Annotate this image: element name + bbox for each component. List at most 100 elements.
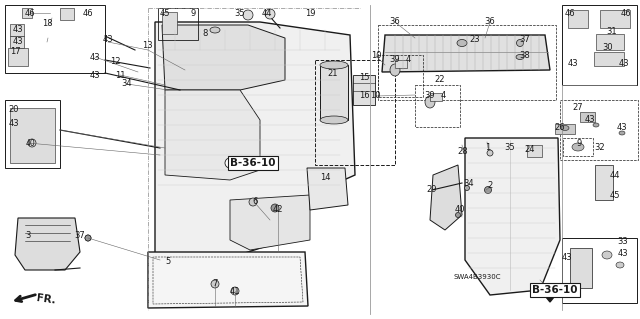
Ellipse shape <box>561 125 569 130</box>
Text: 31: 31 <box>607 27 618 36</box>
Text: 39: 39 <box>390 56 400 64</box>
Text: 27: 27 <box>573 102 583 112</box>
Text: 45: 45 <box>610 190 620 199</box>
Text: 37: 37 <box>520 35 531 44</box>
Text: 11: 11 <box>115 70 125 79</box>
Bar <box>580 112 595 122</box>
Bar <box>378 55 423 97</box>
Bar <box>158 8 198 40</box>
Text: 43: 43 <box>90 53 100 62</box>
Text: 17: 17 <box>10 48 20 56</box>
Bar <box>22 8 32 18</box>
Bar <box>353 75 375 105</box>
Text: 12: 12 <box>109 57 120 66</box>
Text: SWA4B3930C: SWA4B3930C <box>453 274 500 280</box>
Ellipse shape <box>487 150 493 156</box>
Text: 28: 28 <box>458 146 468 155</box>
Ellipse shape <box>484 187 492 194</box>
Text: 23: 23 <box>470 35 480 44</box>
Polygon shape <box>148 252 308 308</box>
Text: 15: 15 <box>359 73 369 83</box>
Bar <box>60 8 74 20</box>
Text: 14: 14 <box>320 174 330 182</box>
Text: 43: 43 <box>617 123 627 132</box>
Bar <box>5 5 105 73</box>
Text: 25: 25 <box>543 286 553 294</box>
Ellipse shape <box>616 262 624 268</box>
Text: 34: 34 <box>122 79 132 88</box>
Polygon shape <box>430 165 462 230</box>
Text: FR.: FR. <box>36 293 56 305</box>
Bar <box>320 65 348 120</box>
Text: 13: 13 <box>141 41 152 49</box>
Polygon shape <box>162 25 285 90</box>
Ellipse shape <box>572 143 584 151</box>
Text: 32: 32 <box>595 144 605 152</box>
Text: 6: 6 <box>252 197 258 205</box>
Ellipse shape <box>425 96 435 108</box>
Bar <box>162 12 177 34</box>
Polygon shape <box>307 168 348 210</box>
Text: 45: 45 <box>160 9 170 18</box>
Circle shape <box>271 204 279 212</box>
Text: 46: 46 <box>621 9 631 18</box>
Circle shape <box>265 9 275 19</box>
Ellipse shape <box>602 251 612 259</box>
Text: 44: 44 <box>610 170 620 180</box>
Bar <box>8 48 28 66</box>
Ellipse shape <box>465 186 470 190</box>
Bar <box>595 165 613 200</box>
Ellipse shape <box>390 64 400 76</box>
Bar <box>5 100 60 168</box>
Text: 36: 36 <box>484 18 495 26</box>
Ellipse shape <box>593 123 599 127</box>
Text: B-36-10: B-36-10 <box>230 158 276 168</box>
Text: 29: 29 <box>427 186 437 195</box>
Text: 39: 39 <box>425 91 435 100</box>
Bar <box>562 5 637 85</box>
Text: 4: 4 <box>405 56 411 64</box>
Text: 21: 21 <box>328 69 339 78</box>
Text: 46: 46 <box>83 9 93 18</box>
Text: 1: 1 <box>485 144 491 152</box>
Bar <box>563 138 593 156</box>
Ellipse shape <box>320 116 348 124</box>
Bar <box>600 10 630 28</box>
Polygon shape <box>15 218 80 270</box>
Ellipse shape <box>619 131 625 135</box>
Text: 46: 46 <box>25 9 35 18</box>
Circle shape <box>231 287 239 295</box>
Text: 3: 3 <box>26 231 31 240</box>
Text: 40: 40 <box>455 205 465 214</box>
Bar <box>594 52 624 66</box>
Polygon shape <box>230 195 310 250</box>
Text: 43: 43 <box>562 254 572 263</box>
Text: 7: 7 <box>212 279 218 288</box>
Text: 20: 20 <box>9 106 19 115</box>
Circle shape <box>85 235 91 241</box>
Text: 33: 33 <box>618 238 628 247</box>
Text: 5: 5 <box>165 257 171 266</box>
Text: 42: 42 <box>273 204 284 213</box>
Text: 36: 36 <box>390 18 401 26</box>
Text: 43: 43 <box>13 38 23 47</box>
Bar <box>415 85 460 127</box>
Bar <box>568 10 588 28</box>
Text: 9: 9 <box>577 138 582 147</box>
Text: 43: 43 <box>568 58 579 68</box>
Text: 40: 40 <box>25 138 35 147</box>
Text: 43: 43 <box>13 26 23 34</box>
Text: 19: 19 <box>305 9 316 18</box>
Ellipse shape <box>320 61 348 69</box>
Text: 24: 24 <box>525 145 535 154</box>
Text: 38: 38 <box>520 50 531 60</box>
Text: 43: 43 <box>585 115 595 124</box>
Polygon shape <box>465 138 560 295</box>
Polygon shape <box>382 35 550 72</box>
Text: 43: 43 <box>90 70 100 79</box>
Text: 2: 2 <box>488 181 493 189</box>
Circle shape <box>243 10 253 20</box>
Bar <box>10 108 55 163</box>
Bar <box>562 238 637 303</box>
Bar <box>555 124 575 134</box>
